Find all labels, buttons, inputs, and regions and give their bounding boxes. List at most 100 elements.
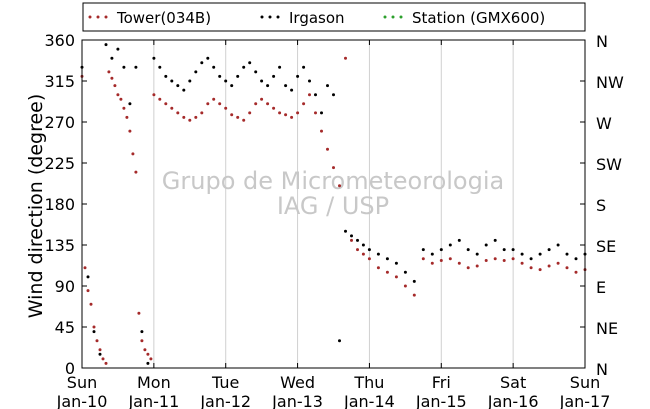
data-point (484, 259, 488, 262)
data-point (326, 147, 329, 151)
data-point (493, 257, 497, 261)
data-point (403, 284, 407, 288)
data-point (565, 252, 569, 256)
data-point (182, 115, 186, 119)
legend-label: Irgason (289, 9, 345, 27)
data-point (320, 129, 323, 133)
data-point (212, 97, 216, 101)
legend-marker (383, 15, 387, 19)
data-point (110, 56, 114, 60)
data-point (83, 266, 87, 270)
y-tick-label: 360 (44, 31, 75, 50)
data-point (412, 293, 416, 297)
data-point (260, 97, 264, 101)
data-point (350, 238, 353, 242)
data-point (448, 243, 452, 247)
data-point (520, 261, 524, 265)
data-point (134, 65, 138, 69)
data-point (254, 70, 258, 74)
data-point (511, 248, 515, 252)
data-point (158, 65, 162, 69)
data-point (547, 264, 551, 268)
data-point (529, 257, 533, 261)
data-point (254, 102, 258, 106)
data-point (152, 56, 156, 60)
data-point (128, 102, 132, 106)
compass-tick-label: E (596, 278, 606, 297)
data-point (125, 115, 129, 119)
data-point (502, 248, 506, 252)
legend-label: Station (GMX600) (412, 9, 545, 27)
series-2 (80, 43, 587, 365)
data-point (367, 248, 371, 252)
data-point (484, 243, 488, 247)
data-point (344, 229, 347, 233)
series-1 (80, 56, 587, 365)
data-point (430, 261, 434, 265)
x-tick-label-date: Jan-17 (559, 392, 611, 409)
data-point (92, 330, 96, 334)
data-point (242, 65, 246, 69)
legend-marker (260, 15, 264, 19)
x-tick-label-date: Jan-16 (487, 392, 539, 409)
data-point (332, 166, 335, 170)
data-point (248, 111, 252, 115)
data-point (361, 243, 365, 247)
data-point (200, 111, 204, 115)
data-points (80, 43, 587, 365)
data-point (350, 234, 353, 238)
watermark-line-1: Grupo de Micrometeorologia (162, 167, 504, 195)
compass-tick-label: N (596, 32, 608, 51)
legend-box (82, 2, 586, 32)
data-point (302, 102, 306, 106)
data-point (284, 113, 288, 117)
data-point (412, 279, 416, 283)
data-point (224, 106, 228, 110)
data-point (230, 113, 234, 117)
data-point (308, 93, 311, 97)
x-tick-label-date: Jan-14 (343, 392, 395, 409)
data-point (86, 289, 90, 293)
x-tick-label-day: Sun (570, 373, 600, 392)
legend-marker (104, 15, 108, 19)
data-point (86, 275, 90, 279)
data-point (439, 259, 443, 262)
data-point (107, 70, 111, 74)
data-point (122, 106, 126, 110)
compass-tick-label: NE (596, 319, 618, 338)
data-point (326, 84, 329, 88)
data-point (182, 88, 186, 92)
data-point (188, 79, 192, 83)
data-point (149, 357, 153, 361)
data-point (137, 311, 141, 315)
data-point (421, 257, 425, 261)
data-point (332, 93, 335, 97)
data-point (278, 111, 282, 115)
data-point (146, 352, 150, 356)
watermark: Grupo de Micrometeorologia IAG / USP (162, 167, 504, 220)
data-point (278, 65, 282, 69)
data-point (200, 61, 204, 65)
data-point (131, 152, 135, 156)
data-point (338, 184, 341, 188)
data-point (574, 270, 578, 274)
data-point (119, 97, 123, 101)
data-point (104, 43, 108, 47)
data-point (206, 56, 210, 60)
data-point (266, 84, 270, 88)
data-point (284, 84, 288, 88)
data-point (95, 339, 99, 343)
data-point (164, 74, 168, 78)
data-point (565, 266, 569, 270)
data-point (230, 84, 234, 88)
data-point (170, 106, 174, 110)
data-point (466, 248, 470, 252)
y-tick-label: 135 (44, 236, 75, 255)
data-point (236, 115, 240, 119)
legend-label: Tower(034B) (116, 9, 211, 27)
x-tick-label-date: Jan-15 (415, 392, 467, 409)
data-point (143, 348, 147, 352)
data-point (218, 102, 222, 106)
data-point (128, 129, 132, 133)
data-point (116, 47, 120, 51)
